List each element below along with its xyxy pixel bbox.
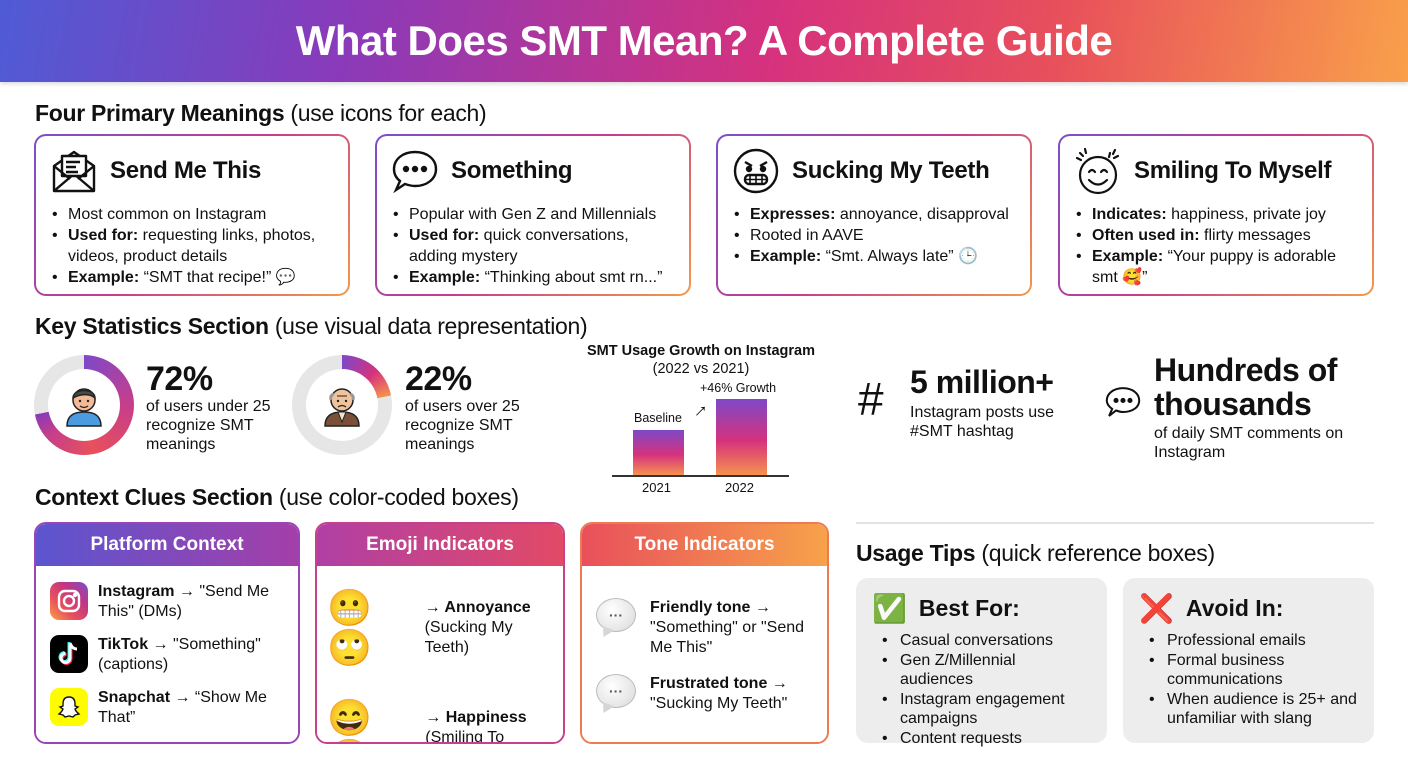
chart-subtitle: (2022 vs 2021) <box>652 361 750 377</box>
stat-label-under-25: of users under 25 recognize SMT meanings <box>146 398 271 453</box>
stats-section-title: Key Statistics Section (use visual data … <box>35 313 588 340</box>
stat-value-hashtag: 5 million+ <box>910 364 1054 400</box>
context-section-title: Context Clues Section (use color-coded b… <box>35 484 519 511</box>
bar-annotation-baseline: Baseline <box>634 411 682 425</box>
stat-value-comments: Hundreds of thousands <box>1154 352 1337 422</box>
emoji-row-happiness: 😄😘 → Happiness(Smiling To Myself) <box>327 697 555 743</box>
best-for-header: Best For: <box>918 595 1020 621</box>
x-tick-2022: 2022 <box>725 480 754 495</box>
check-mark-icon: ✅ <box>872 593 907 624</box>
meaning-card-sucking-my-teeth: Sucking My Teeth Expresses: annoyance, d… <box>716 134 1032 296</box>
tone-indicators-header: Tone Indicators <box>582 524 827 566</box>
list-item: When audience is 25+ and unfamiliar with… <box>1149 690 1358 729</box>
list-item: Gen Z/Millennial audiences <box>882 651 1091 690</box>
bar-2022 <box>716 399 767 475</box>
emoji-indicators-card: Emoji Indicators 😬🙄 → Annoyance (Sucking … <box>315 522 565 744</box>
bullet: Example: “Thinking about smt rn...” <box>391 267 675 288</box>
meaning-title: Something <box>451 157 573 184</box>
cross-mark-icon: ❌ <box>1139 593 1174 624</box>
list-item: Professional emails <box>1149 631 1358 651</box>
meanings-section-title: Four Primary Meanings (use icons for eac… <box>35 100 487 127</box>
avoid-in-header: Avoid In: <box>1185 595 1284 621</box>
tiktok-icon <box>50 635 88 673</box>
comment-bubble-icon <box>1104 385 1142 424</box>
platform-context-header: Platform Context <box>36 524 298 566</box>
stat-label-hashtag: Instagram posts use #SMT hashtag <box>910 404 1055 440</box>
emoji-indicators-header: Emoji Indicators <box>317 524 563 566</box>
platform-row-instagram: Instagram → "Send Me This" (DMs) <box>50 582 286 622</box>
page-title: What Does SMT Mean? A Complete Guide <box>295 17 1113 64</box>
tips-section-title: Usage Tips (quick reference boxes) <box>856 540 1215 567</box>
donut-chart-under-25 <box>34 355 134 455</box>
meaning-title: Smiling To Myself <box>1134 157 1332 184</box>
grimacing-face-icon <box>732 147 780 195</box>
stats-subtitle: (use visual data representation) <box>274 313 588 339</box>
stats-title: Key Statistics Section <box>35 313 269 339</box>
meanings-title: Four Primary Meanings <box>35 100 285 126</box>
bullet: Often used in: flirty messages <box>1074 225 1358 246</box>
young-person-icon <box>48 369 120 441</box>
tone-row-friendly: ··· Friendly tone → "Something" or "Send … <box>596 598 817 658</box>
speech-bubble-icon: ··· <box>596 674 636 708</box>
bullet: Used for: quick conversations, adding my… <box>391 225 675 267</box>
stat-value-under-25: 72% <box>146 360 213 398</box>
hashtag-icon: # <box>858 373 884 425</box>
chart-x-axis <box>612 475 789 477</box>
grimace-eyeroll-emoji-icon: 😬🙄 <box>327 587 372 668</box>
envelope-icon <box>50 147 98 195</box>
list-item: Content requests <box>882 729 1091 749</box>
meaning-card-send-me-this: Send Me This Most common on Instagram Us… <box>34 134 350 296</box>
bullet: Example: “SMT that recipe!” 💬 <box>50 267 334 288</box>
bullet: Expresses: annoyance, disapproval <box>732 204 1016 225</box>
grin-kiss-emoji-icon: 😄😘 <box>327 697 372 743</box>
meaning-card-something: Something Popular with Gen Z and Millenn… <box>375 134 691 296</box>
meaning-title: Sucking My Teeth <box>792 157 990 184</box>
smiling-face-icon <box>1074 147 1122 195</box>
tips-subtitle: (quick reference boxes) <box>981 540 1215 566</box>
older-person-icon <box>306 369 378 441</box>
growth-arrow-icon: → <box>683 394 714 424</box>
platform-context-card: Platform Context Instagram → "Send Me Th… <box>34 522 300 744</box>
bullet: Example: “Smt. Always late” 🕒 <box>732 246 1016 267</box>
stat-label-comments: of daily SMT comments on Instagram <box>1154 425 1344 461</box>
meanings-subtitle: (use icons for each) <box>290 100 487 126</box>
best-for-box: ✅ Best For: Casual conversations Gen Z/Mi… <box>856 578 1107 748</box>
emoji-row-annoyance: 😬🙄 → Annoyance (Sucking My Teeth) <box>327 587 531 668</box>
snapchat-icon <box>50 688 88 726</box>
bar-2021 <box>633 430 684 475</box>
chart-title-text: SMT Usage Growth on Instagram <box>587 343 815 359</box>
platform-row-tiktok: TikTok → "Something" (captions) <box>50 635 286 675</box>
instagram-icon <box>50 582 88 620</box>
tone-row-frustrated: ··· Frustrated tone → "Sucking My Teeth" <box>596 674 817 714</box>
speech-bubble-icon: ··· <box>596 598 636 632</box>
donut-chart-over-25 <box>292 355 392 455</box>
tone-indicators-card: Tone Indicators ··· Friendly tone → "Some… <box>580 522 829 744</box>
divider <box>856 522 1374 524</box>
growth-chart-title: SMT Usage Growth on Instagram (2022 vs 2… <box>570 342 832 378</box>
list-item: Casual conversations <box>882 631 1091 651</box>
avoid-in-box: ❌ Avoid In: Professional emails Formal bu… <box>1123 578 1374 743</box>
context-subtitle: (use color-coded boxes) <box>278 484 519 510</box>
x-tick-2021: 2021 <box>642 480 671 495</box>
bullet: Popular with Gen Z and Millennials <box>391 204 675 225</box>
context-title: Context Clues Section <box>35 484 273 510</box>
bullet: Example: “Your puppy is adorable smt 🥰” <box>1074 246 1358 288</box>
bullet: Used for: requesting links, photos, vide… <box>50 225 334 267</box>
tips-title: Usage Tips <box>856 540 976 566</box>
meaning-title: Send Me This <box>110 157 262 184</box>
bullet: Indicates: happiness, private joy <box>1074 204 1358 225</box>
platform-row-snapchat: Snapchat → “Show Me That” <box>50 688 286 728</box>
title-banner: What Does SMT Mean? A Complete Guide <box>0 0 1408 82</box>
meaning-card-smiling-to-myself: Smiling To Myself Indicates: happiness, … <box>1058 134 1374 296</box>
list-item: Formal business communications <box>1149 651 1358 690</box>
bullet: Rooted in AAVE <box>732 225 1016 246</box>
bar-annotation-growth: +46% Growth <box>700 381 777 395</box>
list-item: Instagram engagement campaigns <box>882 690 1091 729</box>
speech-bubble-icon <box>391 147 439 195</box>
stat-label-over-25: of users over 25 recognize SMT meanings <box>405 398 520 453</box>
stat-value-over-25: 22% <box>405 360 472 398</box>
bullet: Most common on Instagram <box>50 204 334 225</box>
